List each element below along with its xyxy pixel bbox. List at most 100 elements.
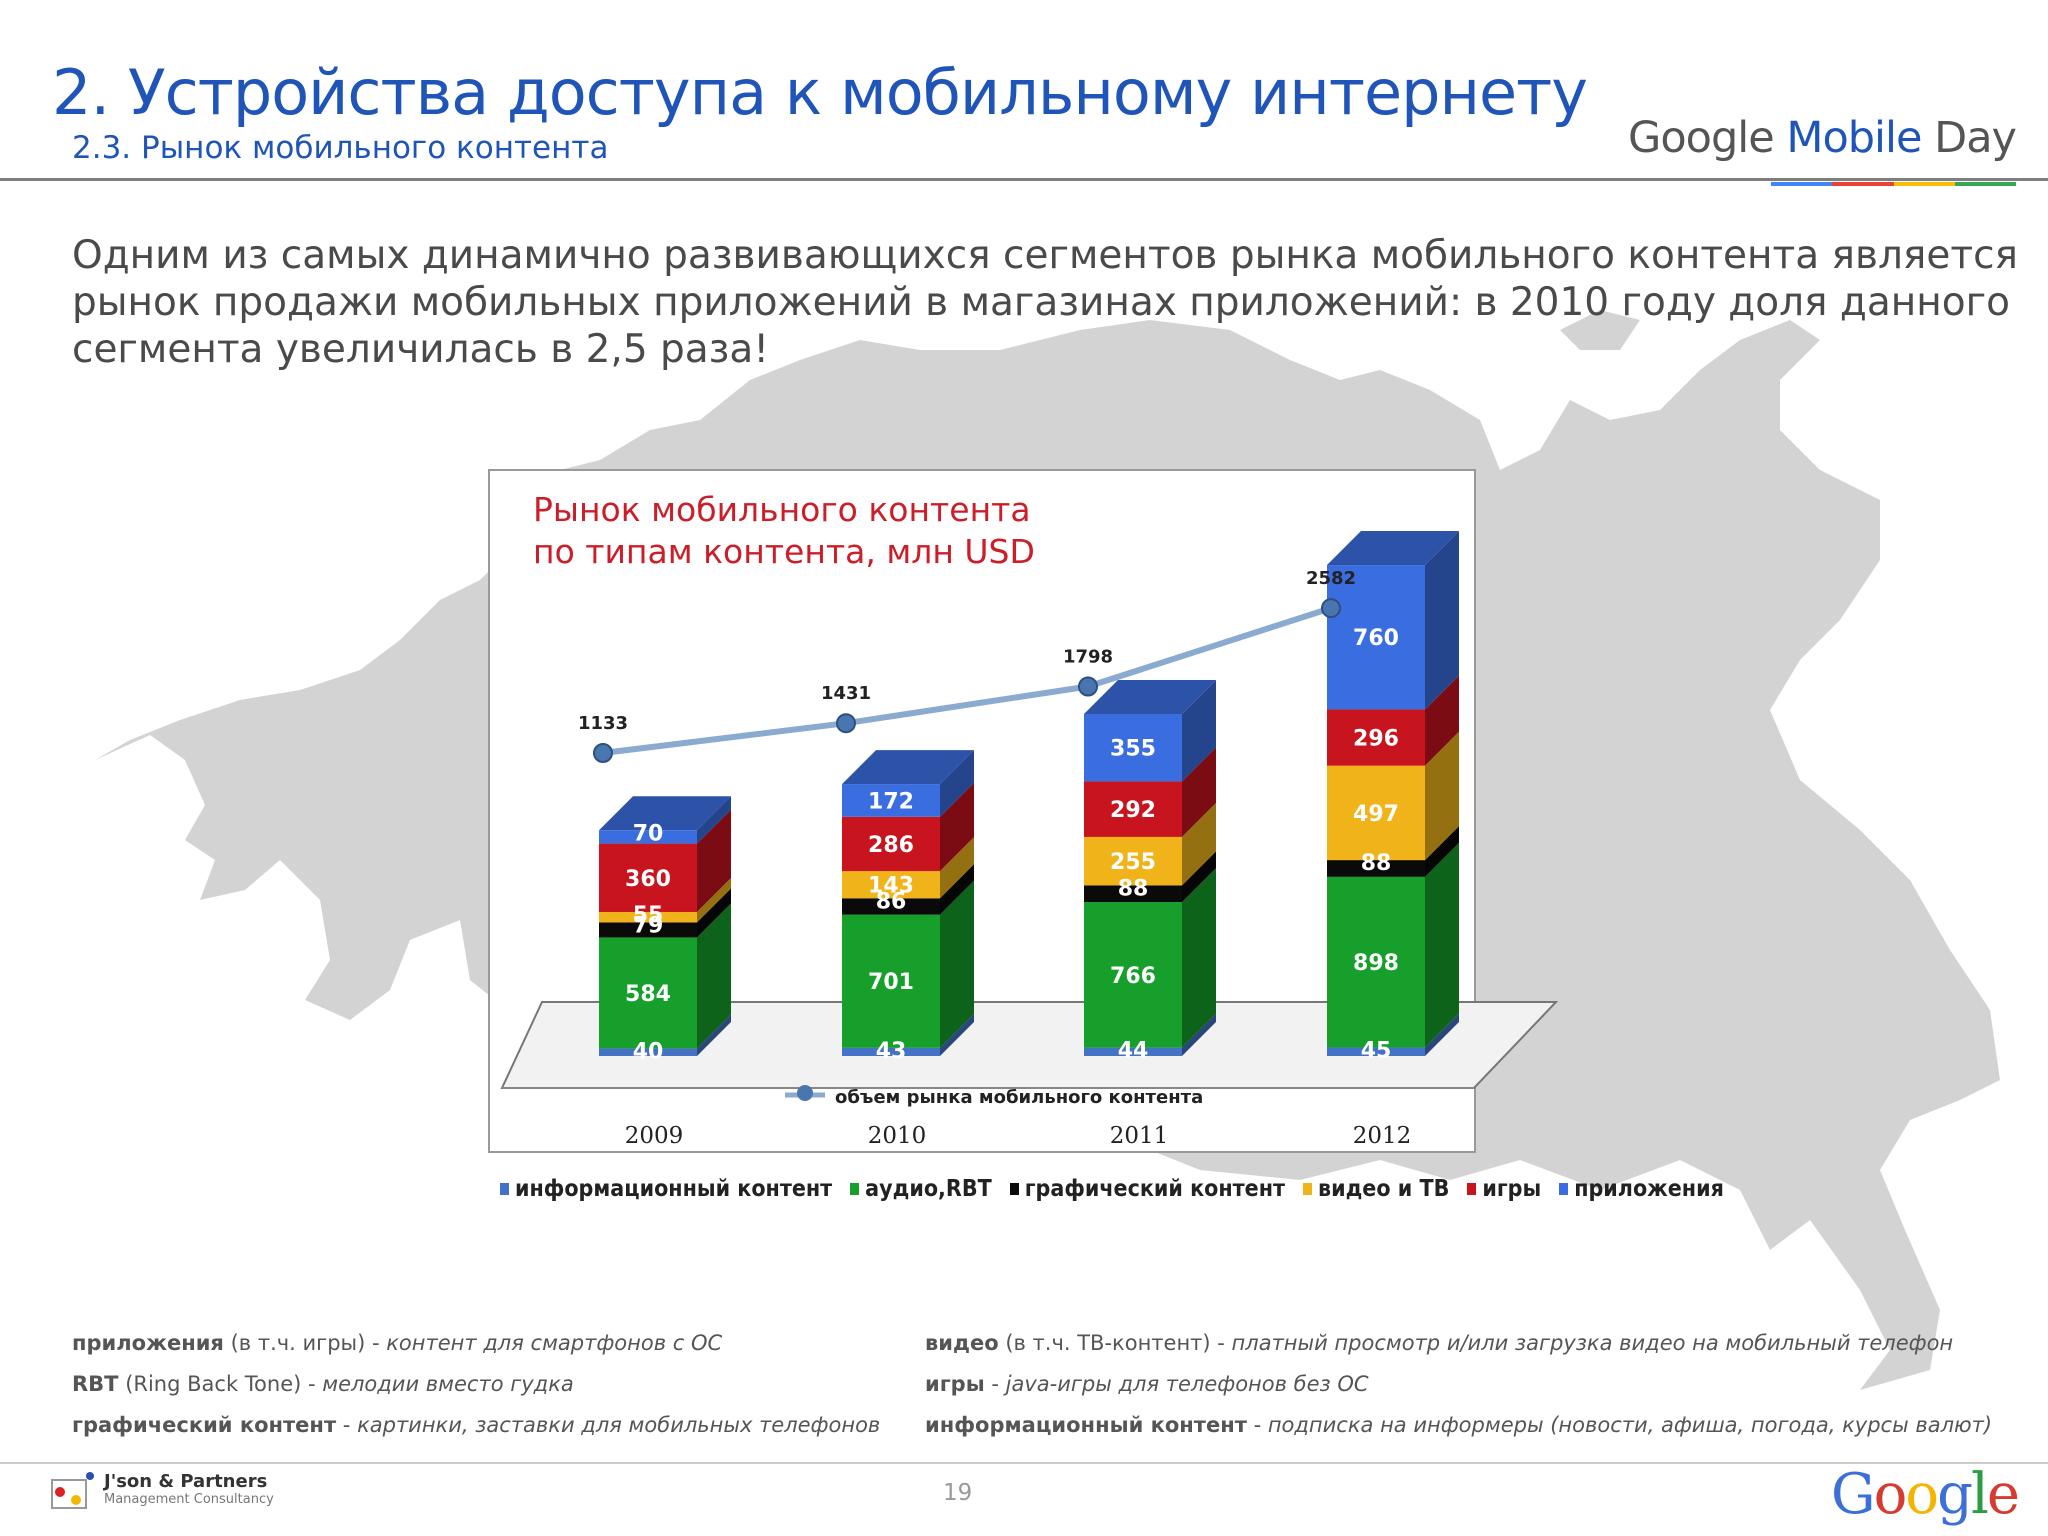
- bar-segment: [1084, 902, 1182, 1048]
- bar-segment: [842, 816, 940, 872]
- total-label: 1798: [1063, 647, 1113, 668]
- page-subtitle: 2.3. Рынок мобильного контента: [72, 130, 609, 166]
- bar-top-face: [1327, 531, 1459, 566]
- jsons-partners-emblem: [50, 1470, 96, 1512]
- data-label: 701: [868, 970, 914, 995]
- google-letter: l: [1970, 1462, 1989, 1527]
- chart-panel: 40 584 79 55 360 70 2009 43 701 86 143 286 172 2010 44…: [488, 469, 1559, 1153]
- bar-top-face: [842, 750, 974, 785]
- chart-title-line: по типам контента, млн USD: [533, 532, 1035, 571]
- legend-item: аудио,RBT: [850, 1176, 992, 1202]
- jsons-partners-text: J'son & Partners Management Consultancy: [104, 1473, 274, 1509]
- x-tick-label: 2010: [868, 1123, 927, 1149]
- data-label: 86: [876, 889, 907, 914]
- intro-paragraph: Одним из самых динамично развивающихся с…: [72, 232, 2019, 373]
- bar-segment-side: [1425, 531, 1459, 710]
- definition-row: приложения (в т.ч. игры) - контент для с…: [72, 1323, 880, 1364]
- data-label: 88: [1361, 851, 1392, 876]
- brand-word-google: Google: [1628, 113, 1775, 163]
- bar-segment: [599, 1048, 697, 1056]
- bar-segment: [1084, 885, 1182, 903]
- data-label: 43: [876, 1039, 907, 1064]
- data-label: 296: [1353, 727, 1399, 752]
- bar-segment: [842, 784, 940, 817]
- google-logo: Google: [1831, 1462, 2020, 1527]
- bar-segment: [1327, 860, 1425, 877]
- brand-word-mobile: Mobile: [1786, 113, 1922, 163]
- definition-desc: подписка на информеры (новости, афиша, п…: [1267, 1413, 1993, 1437]
- bar-segment: [1327, 565, 1425, 710]
- definition-term: графический контент: [72, 1413, 337, 1437]
- google-letter: o: [1873, 1462, 1908, 1527]
- bar-segment-side: [940, 1013, 974, 1056]
- bar-top-face: [599, 796, 731, 831]
- legend-label: аудио,RBT: [865, 1176, 992, 1202]
- bar-segment-side: [697, 903, 731, 1049]
- bar-segment: [599, 937, 697, 1049]
- header-divider: [0, 178, 2048, 181]
- bar-segment-side: [1182, 802, 1216, 886]
- bar-segment-side: [1425, 675, 1459, 766]
- legend-item: информационный контент: [500, 1176, 832, 1202]
- chart-legend: информационный контент аудио,RBT графиче…: [500, 1176, 1724, 1202]
- jsons-partners-logo: J'son & Partners Management Consultancy: [50, 1470, 274, 1512]
- footer-divider: [0, 1462, 2048, 1464]
- chart-title: Рынок мобильного контента по типам конте…: [533, 489, 1035, 573]
- x-tick-label: 2009: [625, 1123, 684, 1149]
- bar-segment: [1084, 1047, 1182, 1056]
- definition-row: игры - java-игры для телефонов без ОС: [925, 1364, 1992, 1405]
- line-legend-label: объем рынка мобильного контента: [835, 1087, 1203, 1108]
- bar-segment-side: [940, 864, 974, 915]
- bar-segment-side: [697, 888, 731, 938]
- definition-desc: картинки, заставки для мобильных телефон…: [357, 1413, 881, 1437]
- legend-label: игры: [1482, 1176, 1542, 1202]
- legend-label: графический контент: [1024, 1176, 1285, 1202]
- data-label: 40: [633, 1039, 664, 1064]
- total-point: [1321, 598, 1341, 619]
- total-label: 2582: [1306, 568, 1356, 589]
- total-label: 1431: [821, 683, 871, 704]
- total-label: 1133: [578, 713, 628, 734]
- color-bar-blue: [1771, 182, 1833, 186]
- definition-plain: (Ring Back Tone) -: [118, 1372, 323, 1396]
- data-label: 45: [1361, 1038, 1392, 1063]
- google-mobile-day-logo: Google Mobile Day: [1628, 113, 2017, 163]
- data-label: 44: [1118, 1039, 1149, 1064]
- definition-term: информационный контент: [925, 1413, 1247, 1437]
- color-bar-green: [1954, 182, 2016, 186]
- x-tick-label: 2012: [1353, 1123, 1412, 1149]
- bar-segment-side: [1182, 851, 1216, 903]
- data-label: 355: [1110, 737, 1156, 762]
- emblem-icon: [51, 1472, 94, 1509]
- bar-segment: [1084, 781, 1182, 837]
- color-bar-red: [1832, 182, 1894, 186]
- total-line: [600, 605, 1334, 756]
- partner-name: J'son & Partners: [104, 1471, 268, 1492]
- data-label: 255: [1110, 850, 1156, 875]
- total-point: [593, 743, 613, 763]
- legend-swatch-info: [500, 1183, 509, 1195]
- data-label: 143: [868, 874, 914, 899]
- definition-plain: -: [336, 1413, 358, 1437]
- definitions-left: приложения (в т.ч. игры) - контент для с…: [72, 1323, 880, 1446]
- page-number: 19: [943, 1480, 973, 1506]
- intro-line: сегмента увеличилась в 2,5 раза!: [72, 327, 769, 372]
- google-letter: o: [1905, 1462, 1939, 1527]
- bar-segment: [1327, 876, 1425, 1048]
- legend-swatch-audio: [850, 1183, 860, 1195]
- bar-segment-side: [1425, 842, 1459, 1048]
- bar-segment-side: [1182, 1013, 1216, 1056]
- bar-segment-side: [697, 809, 731, 912]
- definition-plain: -: [984, 1372, 1006, 1396]
- google-letter: e: [1986, 1462, 2020, 1527]
- definition-row: RBT (Ring Back Tone) - мелодии вместо гу…: [72, 1364, 880, 1405]
- data-label: 760: [1353, 626, 1399, 651]
- intro-line: рынок продажи мобильных приложений в маг…: [72, 280, 2010, 325]
- legend-swatch-apps: [1559, 1183, 1569, 1195]
- data-label: 360: [625, 867, 671, 892]
- x-tick-label: 2011: [1110, 1123, 1169, 1149]
- definition-row: видео (в т.ч. ТВ-контент) - платный прос…: [925, 1323, 1992, 1364]
- data-label: 286: [868, 833, 914, 858]
- bar-segment: [842, 898, 940, 915]
- intro-line: Одним из самых динамично развивающихся с…: [72, 233, 2019, 278]
